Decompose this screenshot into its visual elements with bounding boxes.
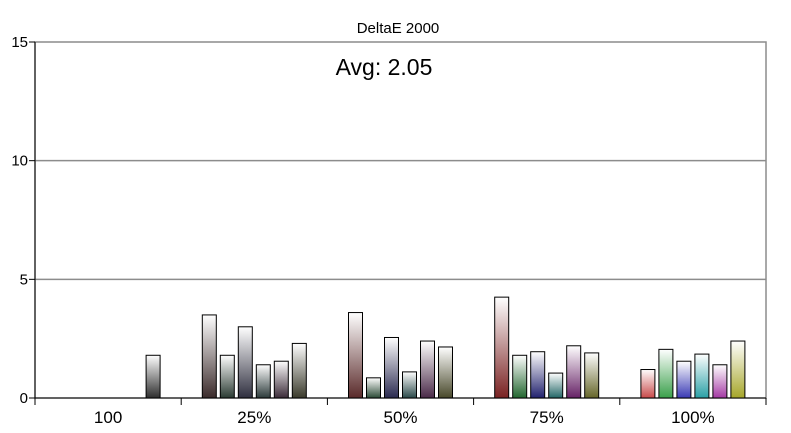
bar-75pct-5 [566,345,582,399]
bar-series [145,296,746,399]
bar-25pct-2 [219,354,235,399]
bar-75pct-4 [548,372,564,399]
chart-title: DeltaE 2000 [357,20,440,37]
bar-100pct-2 [658,348,674,399]
axes: 0 5 10 15 100 25% 50% 75% 100% [11,34,767,427]
bar-100pct-6 [730,340,746,399]
bar-50pct-6 [438,346,453,399]
x-tick-label: 75% [530,408,564,427]
bar-50pct-5 [420,340,435,399]
bar-50pct-2 [366,377,381,399]
x-tick-label: 50% [383,408,417,427]
x-tick-label: 100 [94,408,122,427]
bar-100pct-5 [712,364,728,399]
bar-75pct-6 [584,352,600,399]
y-tick-label: 0 [20,390,28,407]
bar-100pct-4 [694,353,710,399]
plot-frame [34,41,767,399]
bar-75pct-2 [512,354,528,399]
x-tick-label: 25% [237,408,271,427]
gridlines [35,159,766,281]
bar-100pct-1 [640,369,656,399]
bar-50pct-3 [384,336,399,399]
bar-25pct-5 [273,360,289,399]
bar-25pct-4 [255,364,271,399]
y-tick-label: 5 [20,271,28,288]
avg-annotation: Avg: 2.05 [336,54,433,80]
x-tick-label: 100% [671,408,714,427]
bar-75pct-3 [530,351,546,399]
bar-25pct-6 [291,342,307,399]
bar-50pct-1 [348,312,363,399]
y-tick-label: 15 [11,34,28,51]
bar-25pct-3 [237,326,253,399]
bar-50pct-4 [402,371,417,399]
bar-100-1 [145,354,161,399]
bar-100pct-3 [676,360,692,399]
bar-25pct-1 [201,314,217,399]
bar-75pct-1 [494,296,510,399]
y-tick-label: 10 [11,153,28,170]
